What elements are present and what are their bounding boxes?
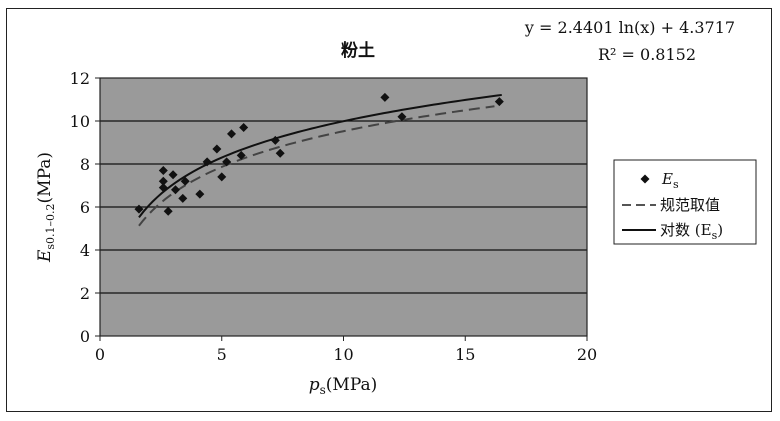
y-axis-ticks: 0 2 4 6 8 10 12 [70, 69, 100, 346]
fit-equation: y = 2.4401 ln(x) + 4.3717 [524, 18, 735, 37]
x-tick-label-20: 20 [577, 345, 597, 364]
y-tick-label-10: 10 [70, 112, 90, 131]
legend-entry-log-tail: ) [717, 221, 723, 239]
curve-log-fit [138, 93, 502, 218]
data-point-7 [178, 193, 188, 203]
y-tick-label-8: 8 [80, 155, 90, 174]
data-point-18 [275, 148, 285, 158]
x-axis-label-sub: s [320, 383, 326, 397]
legend-entry-es: Es [661, 170, 679, 191]
x-tick-label-15: 15 [455, 345, 475, 364]
legend-entry-log: 对数 (Es) [660, 221, 723, 242]
chart-title: 粉土 [341, 40, 375, 61]
y-tick-label-4: 4 [80, 241, 90, 260]
x-axis-label-unit: (MPa) [326, 375, 377, 395]
data-point-10 [202, 157, 212, 167]
legend-marker-diamond [640, 174, 650, 184]
data-point-19 [380, 92, 390, 102]
x-tick-label-0: 0 [95, 345, 105, 364]
data-point-0 [134, 204, 144, 214]
legend-entry-es-main: E [661, 170, 673, 188]
data-point-21 [494, 97, 504, 107]
y-tick-label-2: 2 [80, 284, 90, 303]
x-axis-ticks: 0 5 10 15 20 [95, 336, 597, 364]
data-point-8 [180, 176, 190, 186]
r-squared: R² = 0.8152 [598, 45, 696, 64]
data-point-3 [158, 183, 168, 193]
fit-curves [138, 93, 502, 227]
legend-entry-es-sub: s [673, 178, 679, 191]
y-axis-label-main: E [35, 249, 55, 263]
y-tick-label-6: 6 [80, 198, 90, 217]
data-point-1 [158, 165, 168, 175]
y-axis-label-unit: (MPa) [35, 152, 55, 203]
x-tick-label-5: 5 [217, 345, 227, 364]
legend-entry-spec: 规范取值 [660, 196, 720, 214]
data-point-15 [236, 150, 246, 160]
y-tick-label-12: 12 [70, 69, 90, 88]
legend-entry-log-main: 对数 (E [660, 221, 712, 239]
x-axis-label-main: p [309, 375, 320, 395]
data-point-13 [222, 157, 232, 167]
y-axis-label: Es0.1–0.2(MPa) [35, 152, 57, 263]
x-tick-label-10: 10 [333, 345, 353, 364]
data-point-17 [270, 135, 280, 145]
y-tick-label-0: 0 [80, 327, 90, 346]
data-point-12 [217, 172, 227, 182]
data-point-6 [170, 185, 180, 195]
data-points [134, 92, 504, 216]
x-axis-label: ps(MPa) [309, 375, 378, 397]
legend-entry-log-sub: s [712, 229, 718, 242]
data-point-14 [226, 129, 236, 139]
data-point-5 [168, 170, 178, 180]
data-point-9 [195, 189, 205, 199]
data-point-16 [239, 122, 249, 132]
y-axis-label-sub: s0.1–0.2 [44, 203, 57, 249]
data-point-11 [212, 144, 222, 154]
data-point-2 [158, 176, 168, 186]
curve-spec-dashed [138, 105, 495, 227]
legend: Es 规范取值 对数 (Es) [613, 159, 757, 245]
data-point-4 [163, 206, 173, 216]
data-point-20 [397, 112, 407, 122]
